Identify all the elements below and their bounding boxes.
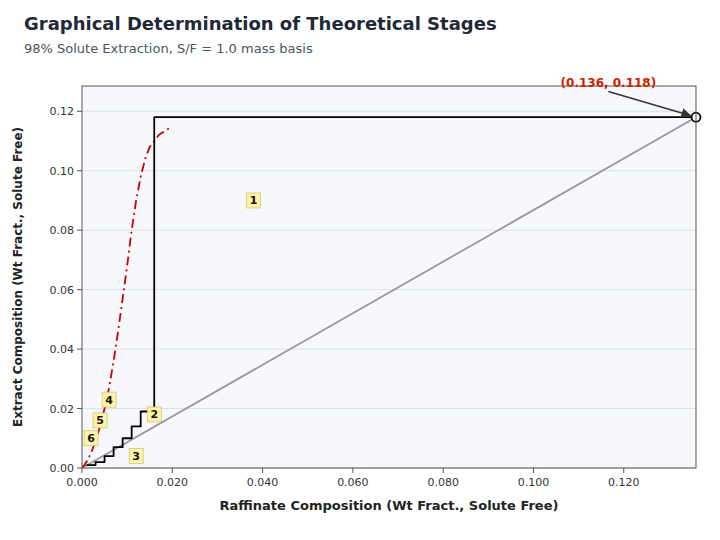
plot-frame: [82, 86, 696, 468]
y-tick: [77, 111, 82, 112]
x-tick: [262, 468, 263, 473]
data: [82, 117, 696, 468]
y-tick: [77, 468, 82, 469]
stage-label: 6: [87, 432, 95, 445]
y-tick-label: 0.10: [50, 165, 75, 178]
annotations: (0.136, 0.118): [561, 76, 691, 115]
stage-label: 5: [96, 414, 104, 427]
title: Graphical Determination of Theoretical S…: [24, 13, 497, 34]
stage-label: 1: [250, 194, 258, 207]
x-tick: [533, 468, 534, 473]
y-tick: [77, 349, 82, 350]
x-axis-label: Raffinate Composition (Wt Fract., Solute…: [220, 498, 559, 513]
y-tick-label: 0.00: [50, 462, 75, 475]
stage-label-box: [84, 431, 98, 446]
stage-label: 2: [150, 408, 158, 421]
x-tick: [172, 468, 173, 473]
x-tick: [82, 468, 83, 473]
subtitle: 98% Solute Extraction, S/F = 1.0 mass ba…: [24, 41, 313, 56]
annotation-arrow: [608, 91, 690, 115]
line: [154, 117, 696, 141]
x-tick-label: 0.040: [247, 476, 279, 489]
x-tick-label: 0.020: [157, 476, 189, 489]
stage-label-box: [129, 449, 143, 464]
y-tick-label: 0.06: [50, 284, 75, 297]
y-tick-label: 0.12: [50, 105, 75, 118]
x-tick: [623, 468, 624, 473]
grid-line: [82, 230, 696, 231]
stage-label-box: [102, 392, 116, 407]
y-tick: [77, 289, 82, 290]
stage-label-box: [247, 193, 261, 208]
axes: 0.000 0.020 0.040 0.060 0.080 0.100 0.120 0.00 0…: [11, 105, 640, 513]
x-tick: [352, 468, 353, 473]
line: [82, 126, 172, 468]
stage-label: 4: [105, 394, 113, 407]
stage-label-box: [147, 407, 161, 422]
y-tick-label: 0.04: [50, 343, 75, 356]
plot-background: [82, 86, 696, 468]
y-tick: [77, 408, 82, 409]
stage-label-box: [93, 413, 107, 428]
y-axis-label: Extract Composition (Wt Fract., Solute F…: [11, 127, 25, 427]
stage-label: 3: [132, 450, 140, 463]
x-tick-label: 0.080: [427, 476, 459, 489]
y-tick-label: 0.02: [50, 403, 75, 416]
grid-line: [82, 111, 696, 112]
x-tick-label: 0.120: [608, 476, 640, 489]
grid-line: [82, 408, 696, 409]
x-tick-label: 0.000: [66, 476, 98, 489]
grid-line: [82, 349, 696, 350]
y-tick-label: 0.08: [50, 224, 75, 237]
grid-line: [82, 289, 696, 290]
stage-labels: 1 2 3 456: [84, 193, 261, 464]
grid: [82, 111, 696, 468]
y-tick: [77, 170, 82, 171]
line: [82, 117, 696, 468]
annotation: (0.136, 0.118): [561, 76, 657, 90]
x-tick-label: 0.060: [337, 476, 369, 489]
y-tick: [77, 230, 82, 231]
chart: Graphical Determination of Theoretical S…: [0, 0, 720, 540]
line: [153, 141, 155, 412]
x-tick-label: 0.100: [518, 476, 550, 489]
x-tick: [443, 468, 444, 473]
